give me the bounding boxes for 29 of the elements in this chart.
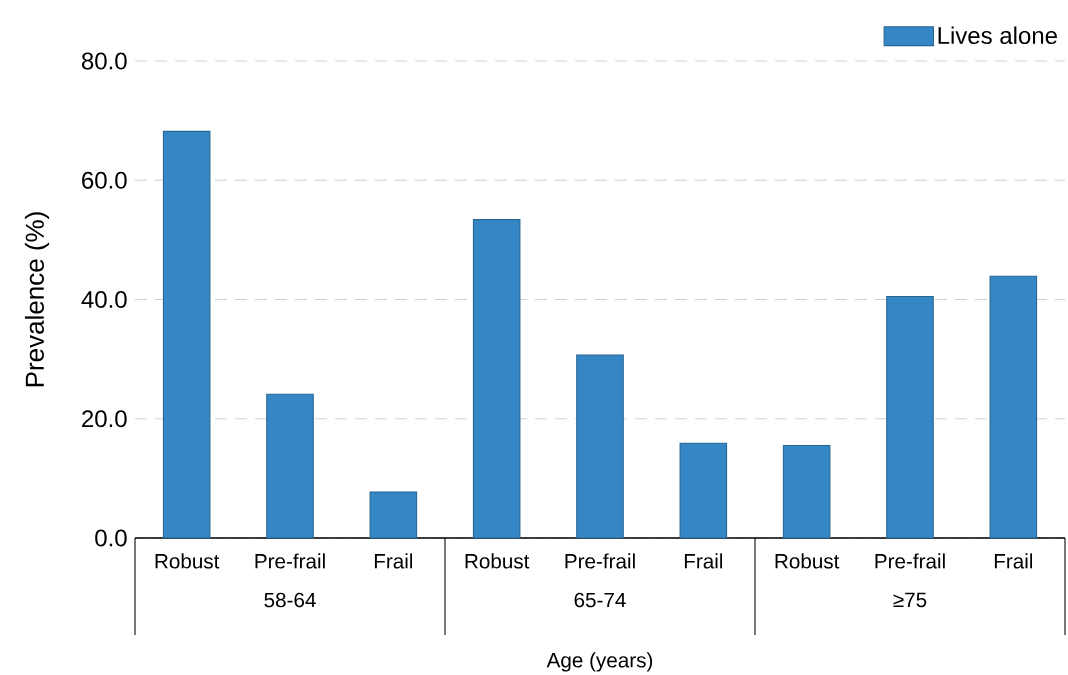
y-tick-label: 0.0 — [95, 529, 127, 547]
x-tick-label: Frail — [684, 553, 723, 569]
bar — [576, 354, 624, 539]
y-tick-label: 40.0 — [81, 290, 127, 308]
bar — [266, 393, 314, 539]
bar — [162, 130, 211, 539]
bar — [989, 275, 1038, 539]
x-tick-label: Robust — [155, 553, 220, 569]
text: ≥75 — [893, 592, 927, 608]
x-tick-label: Pre-frail — [565, 553, 635, 569]
bar — [472, 219, 521, 539]
legend-label: Lives alone — [938, 26, 1057, 45]
bar — [886, 295, 934, 539]
x-tick-label: Pre-frail — [875, 553, 945, 569]
bar — [369, 491, 418, 539]
bar — [679, 442, 728, 539]
x-axis-title: Age (years) — [546, 652, 653, 672]
x-tick-label: Frail — [374, 553, 413, 569]
bar — [782, 445, 831, 539]
text: 58-64 — [264, 592, 316, 608]
y-tick-label: 80.0 — [81, 52, 127, 70]
y-axis-title: Prevalence (%) — [24, 212, 50, 387]
x-tick-label: Robust — [775, 553, 840, 569]
x-tick-label: Frail — [994, 553, 1033, 569]
text: 65-74 — [574, 592, 626, 608]
x-tick-label: Pre-frail — [255, 553, 325, 569]
y-tick-label: 60.0 — [82, 171, 127, 189]
x-tick-label: Robust — [465, 553, 530, 569]
y-tick-label: 20.0 — [82, 410, 127, 428]
